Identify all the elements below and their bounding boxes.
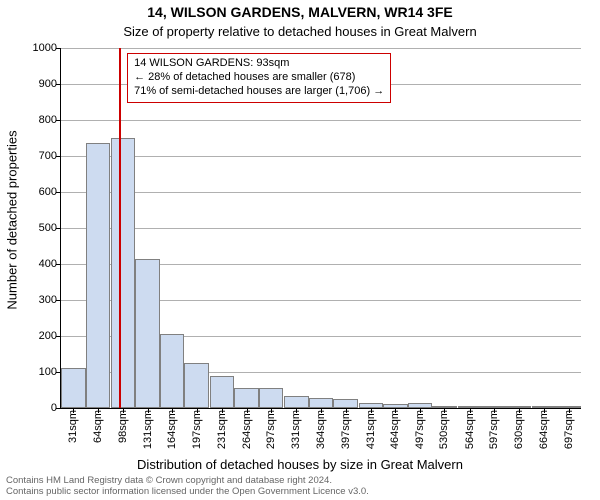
xtick-label: 530sqm	[438, 410, 450, 449]
annotation-line-2: ← 28% of detached houses are smaller (67…	[134, 71, 384, 85]
histogram-bar	[86, 143, 111, 408]
xtick-label: 697sqm	[563, 410, 575, 449]
ytick-label: 100	[17, 366, 57, 378]
ytick-label: 200	[17, 330, 57, 342]
histogram-bar	[160, 334, 185, 408]
reference-line	[119, 48, 121, 408]
gridline-h	[61, 156, 581, 157]
ytick-label: 900	[17, 78, 57, 90]
histogram-bar	[61, 368, 86, 408]
xtick-label: 297sqm	[265, 410, 277, 449]
ytick-label: 500	[17, 222, 57, 234]
x-axis-label: Distribution of detached houses by size …	[0, 457, 600, 472]
chart-title: 14, WILSON GARDENS, MALVERN, WR14 3FE	[0, 4, 600, 20]
ytick-label: 300	[17, 294, 57, 306]
footer-line-2: Contains public sector information licen…	[6, 487, 369, 498]
ytick-label: 800	[17, 114, 57, 126]
gridline-h	[61, 228, 581, 229]
xtick-label: 31sqm	[67, 410, 79, 443]
annotation-line-3: 71% of semi-detached houses are larger (…	[134, 85, 384, 99]
xtick-label: 231sqm	[216, 410, 228, 449]
footer-attribution: Contains HM Land Registry data © Crown c…	[6, 476, 369, 498]
histogram-bar	[333, 399, 358, 408]
xtick-label: 464sqm	[389, 410, 401, 449]
annotation-line-1: 14 WILSON GARDENS: 93sqm	[134, 57, 384, 71]
xtick-label: 597sqm	[488, 410, 500, 449]
xtick-label: 131sqm	[142, 410, 154, 449]
xtick-label: 164sqm	[166, 410, 178, 449]
gridline-h	[61, 48, 581, 49]
xtick-label: 664sqm	[538, 410, 550, 449]
ytick-label: 400	[17, 258, 57, 270]
histogram-bar	[234, 388, 259, 408]
chart-subtitle: Size of property relative to detached ho…	[0, 24, 600, 39]
xtick-label: 197sqm	[191, 410, 203, 449]
histogram-bar	[309, 398, 334, 408]
xtick-label: 564sqm	[464, 410, 476, 449]
xtick-label: 397sqm	[340, 410, 352, 449]
xtick-label: 630sqm	[513, 410, 525, 449]
gridline-h	[61, 192, 581, 193]
histogram-bar	[284, 396, 309, 408]
histogram-bar	[210, 376, 235, 408]
xtick-label: 64sqm	[92, 410, 104, 443]
chart-container: { "title": "14, WILSON GARDENS, MALVERN,…	[0, 0, 600, 500]
histogram-bar	[259, 388, 284, 408]
xtick-label: 364sqm	[315, 410, 327, 449]
xtick-label: 331sqm	[290, 410, 302, 449]
plot-area: 0100200300400500600700800900100031sqm64s…	[60, 48, 581, 409]
xtick-label: 98sqm	[117, 410, 129, 443]
ytick-label: 0	[17, 402, 57, 414]
xtick-label: 264sqm	[241, 410, 253, 449]
ytick-label: 600	[17, 186, 57, 198]
annotation-box: 14 WILSON GARDENS: 93sqm← 28% of detache…	[127, 53, 391, 102]
histogram-bar	[184, 363, 209, 408]
xtick-label: 431sqm	[365, 410, 377, 449]
gridline-h	[61, 120, 581, 121]
xtick-label: 497sqm	[414, 410, 426, 449]
ytick-label: 700	[17, 150, 57, 162]
ytick-label: 1000	[17, 42, 57, 54]
histogram-bar	[111, 138, 136, 408]
histogram-bar	[135, 259, 160, 408]
